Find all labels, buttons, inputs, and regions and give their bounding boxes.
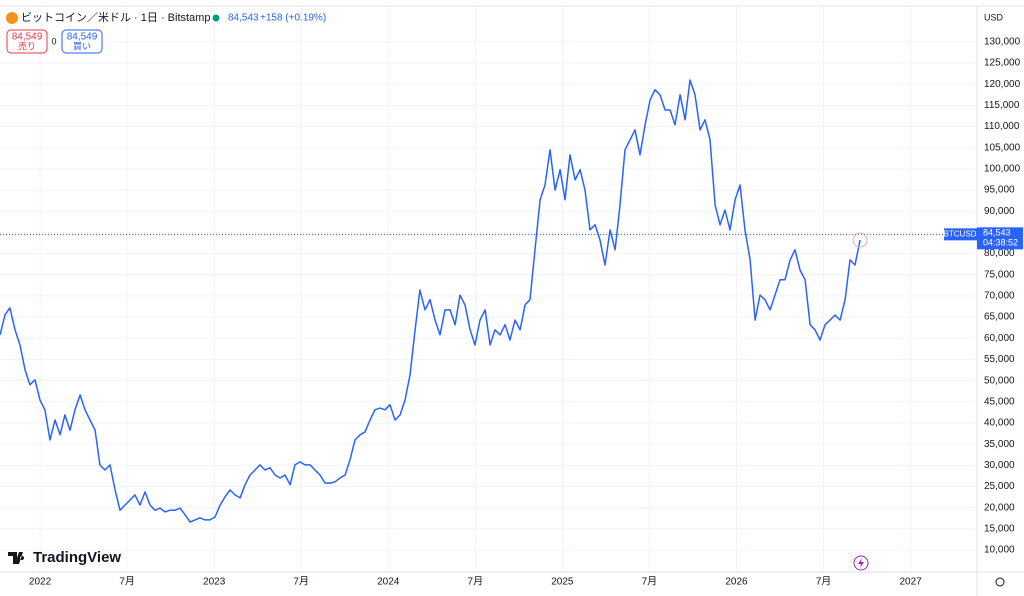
y-tick-label: 35,000	[984, 439, 1015, 450]
y-tick-label: 60,000	[984, 333, 1015, 344]
brand: TradingView	[33, 549, 121, 566]
spread: 0	[51, 36, 56, 46]
logo-mark	[8, 552, 25, 564]
y-tick-label: 125,000	[984, 58, 1021, 69]
y-tick-label: 110,000	[984, 121, 1020, 132]
y-tick-label: 50,000	[984, 375, 1015, 386]
header-price: 84,543	[228, 13, 259, 24]
last-point-ring	[852, 232, 868, 248]
y-tick-label: 130,000	[984, 37, 1021, 48]
y-tick-label: 15,000	[984, 523, 1015, 534]
y-tick-label: 40,000	[984, 418, 1015, 429]
settings-icon[interactable]	[995, 577, 1005, 587]
x-tick-label: 7月	[468, 576, 484, 588]
header-change: +158 (+0.19%)	[260, 13, 326, 24]
x-tick-label: 2026	[725, 577, 748, 588]
buy-price: 84,549	[67, 32, 98, 43]
x-tick-label: 2024	[377, 577, 400, 588]
y-tick-label: 115,000	[984, 100, 1020, 111]
grid	[0, 6, 975, 572]
y-tick-label: 55,000	[984, 354, 1015, 365]
y-tick-label: 80,000	[984, 248, 1015, 259]
y-tick-label: 105,000	[984, 142, 1021, 153]
sell-button[interactable]	[6, 29, 48, 54]
y-tick-label: 95,000	[984, 185, 1015, 196]
x-tick-label: 7月	[119, 576, 135, 588]
y-tick-label: 120,000	[984, 79, 1021, 90]
x-tick-label: 7月	[816, 576, 832, 588]
axes: 10,000 15,000 20,000 25,000 30,000 35,000 40,0…	[29, 37, 1021, 588]
y-tick-label: 100,000	[984, 164, 1021, 175]
symbol-title: ビットコイン／米ドル · 1日 · Bitstamp	[21, 11, 210, 24]
buy-label: 買い	[73, 41, 91, 51]
y-tick-label: 45,000	[984, 396, 1015, 407]
symbol-tag-label: BTCUSD	[944, 229, 977, 238]
y-tick-label: 20,000	[984, 502, 1015, 513]
y-tick-label: 10,000	[984, 545, 1015, 556]
symbol-tag	[944, 228, 977, 241]
y-tick-label: 90,000	[984, 206, 1015, 217]
coin-icon	[6, 12, 18, 24]
y-tick-label: 70,000	[984, 291, 1015, 302]
event-bolt	[858, 558, 864, 568]
price-line	[0, 79, 861, 523]
x-tick-label: 2025	[551, 577, 574, 588]
buy-button[interactable]	[61, 29, 103, 54]
sell-price: 84,549	[12, 32, 43, 43]
x-tick-label: 2022	[29, 577, 52, 588]
sell-label: 売り	[18, 40, 36, 51]
logo: TradingView	[8, 549, 121, 566]
y-tick-label: 25,000	[984, 481, 1015, 492]
currency[interactable]: USD	[984, 12, 1004, 22]
x-tick-label: 7月	[293, 576, 309, 588]
price-tag	[977, 227, 1023, 250]
y-tick-label: 75,000	[984, 269, 1015, 280]
x-tick-label: 2023	[203, 577, 226, 588]
y-tick-label: 30,000	[984, 460, 1015, 471]
x-tick-label: 7月	[642, 576, 658, 588]
price-tag-value: 84,543	[983, 228, 1011, 238]
market-status	[212, 14, 220, 22]
price-tag-countdown: 04:38:52	[983, 238, 1018, 248]
x-tick-label: 2027	[899, 577, 922, 588]
y-tick-label: 65,000	[984, 312, 1015, 323]
